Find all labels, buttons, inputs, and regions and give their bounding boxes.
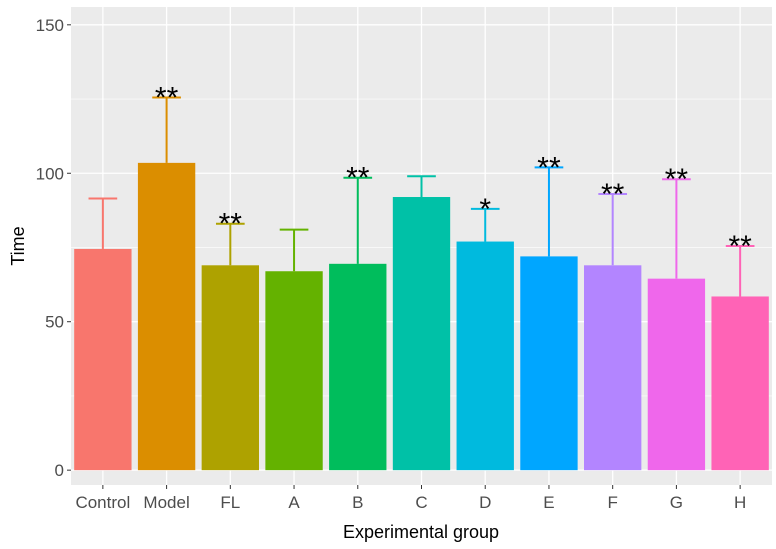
significance-label-h: **	[728, 230, 752, 263]
x-tick-label-a: A	[288, 493, 300, 512]
bar-c	[392, 197, 451, 471]
x-tick-label-d: D	[479, 493, 491, 512]
bar-h	[711, 296, 769, 471]
bar-g	[647, 278, 706, 471]
significance-label-f: **	[601, 178, 625, 211]
bars	[74, 162, 769, 471]
x-tick-label-c: C	[415, 493, 427, 512]
significance-label-d: *	[479, 193, 491, 226]
y-tick-label: 50	[45, 313, 64, 332]
bar-b	[329, 263, 387, 471]
x-tick-label-model: Model	[143, 493, 189, 512]
bar-model	[137, 162, 196, 471]
x-tick-label-b: B	[352, 493, 363, 512]
bar-a	[265, 271, 323, 471]
y-axis: 0 50 100 150	[36, 16, 71, 480]
y-tick-label: 150	[36, 16, 64, 35]
error-bars	[88, 96, 755, 297]
x-tick-label-control: Control	[75, 493, 130, 512]
y-tick-label: 100	[36, 164, 64, 183]
bar-f	[584, 265, 642, 471]
bar-fl	[201, 265, 259, 471]
significance-label-b: **	[346, 162, 370, 195]
y-tick-label: 0	[55, 461, 64, 480]
significance-label-e: **	[537, 151, 561, 184]
bar-control	[74, 248, 132, 471]
x-tick-label-e: E	[543, 493, 554, 512]
y-axis-title: Time	[8, 226, 28, 265]
bar-d	[456, 241, 514, 471]
x-axis-title: Experimental group	[343, 522, 499, 542]
x-tick-label-fl: FL	[220, 493, 240, 512]
bar-e	[520, 256, 578, 471]
significance-labels: *********** ****	[155, 82, 752, 263]
significance-label-g: **	[665, 163, 689, 196]
significance-label-model: **	[155, 82, 179, 115]
x-axis: Control Model FL A B C D E F G H	[75, 485, 746, 512]
significance-label-fl: **	[219, 208, 243, 241]
x-tick-label-g: G	[670, 493, 683, 512]
x-tick-label-f: F	[607, 493, 617, 512]
x-tick-label-h: H	[734, 493, 746, 512]
